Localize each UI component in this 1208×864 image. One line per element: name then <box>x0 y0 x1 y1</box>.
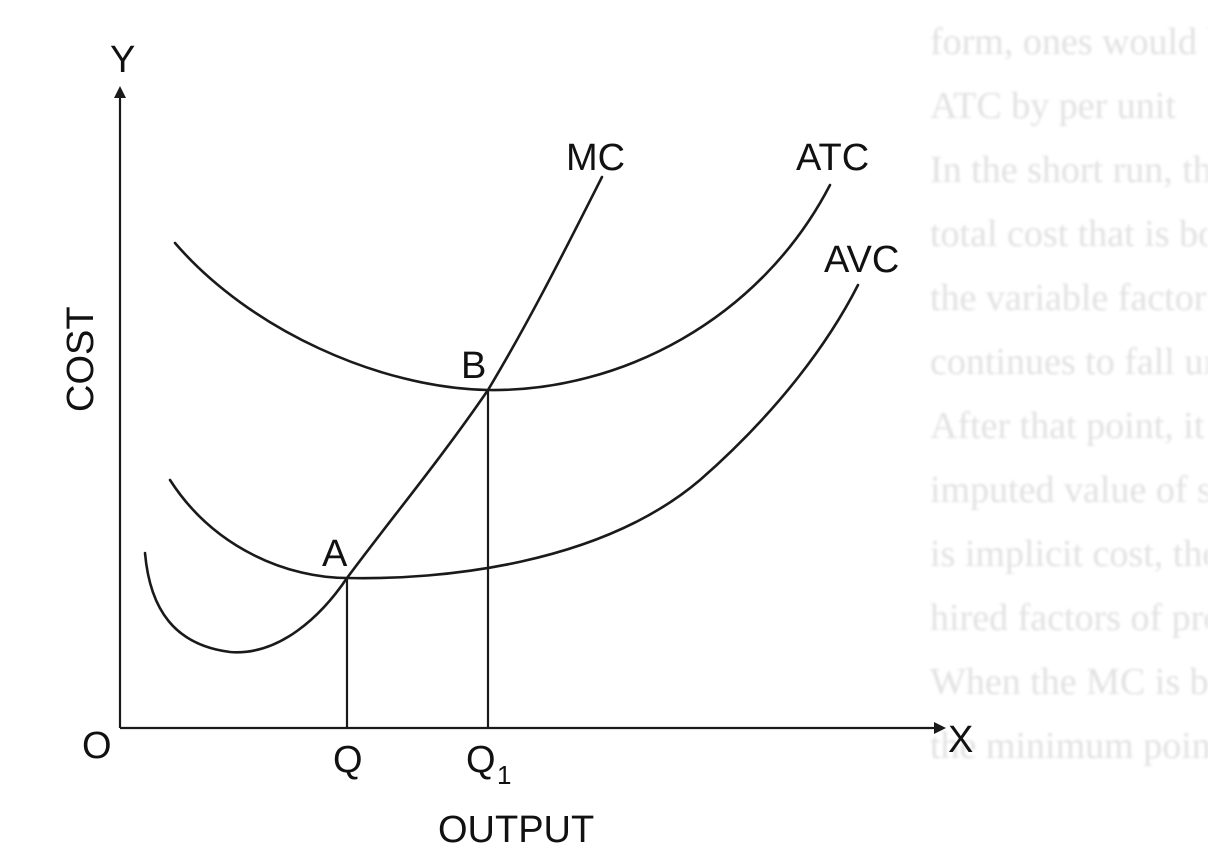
bleed-line: is implicit cost, the <box>930 533 1208 575</box>
bleed-through-text: form, ones would be ATC by per unit In t… <box>930 10 1208 860</box>
bleed-line: hired factors of production. <box>930 597 1208 639</box>
bleed-line: the minimum point of the AVC <box>930 725 1208 767</box>
bleed-line: When the MC is below the AVC <box>930 661 1208 703</box>
x-axis-title: OUTPUT <box>438 809 594 851</box>
mc-curve <box>143 175 604 654</box>
bleed-line: the variable factors. Since <box>930 277 1208 319</box>
atc-label: ATC <box>796 137 869 179</box>
point-b-label: B <box>461 345 486 387</box>
bleed-line: After that point, it rises <box>930 405 1208 447</box>
avc-curve <box>168 283 860 580</box>
bleed-line: imputed value of services <box>930 469 1208 511</box>
y-axis-title: COST <box>60 306 102 412</box>
bleed-line: continues to fall until the <box>930 341 1208 383</box>
mc-label: MC <box>566 137 625 179</box>
bleed-line: form, ones would be <box>930 21 1208 63</box>
avc-label: AVC <box>824 239 899 281</box>
atc-curve <box>173 183 832 392</box>
bleed-line: In the short run, the average <box>930 149 1208 191</box>
q-tick-label: Q <box>333 739 363 781</box>
bleed-line: ATC by per unit <box>930 85 1176 127</box>
point-a-label: A <box>322 533 348 575</box>
y-axis-letter: Y <box>110 39 135 81</box>
x-axis-letter: X <box>948 719 973 761</box>
q1-tick-label: Q <box>466 739 496 781</box>
origin-label: O <box>82 725 112 767</box>
q1-tick-subscript: 1 <box>497 760 511 790</box>
